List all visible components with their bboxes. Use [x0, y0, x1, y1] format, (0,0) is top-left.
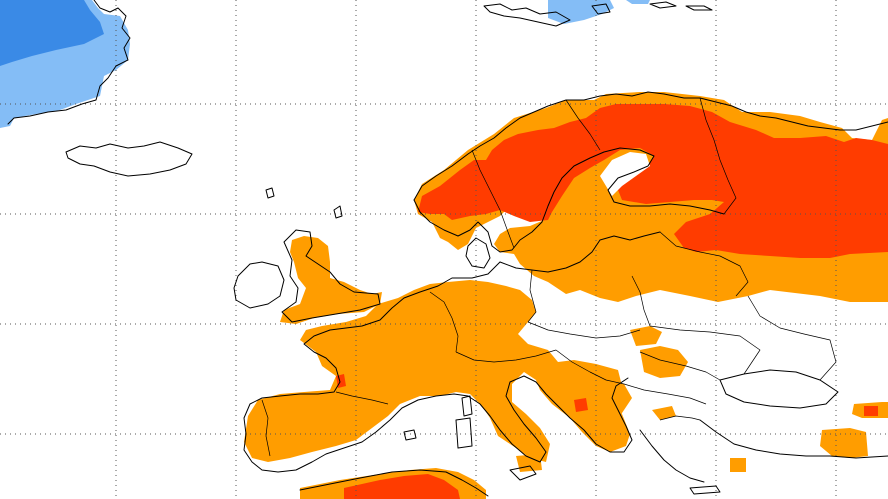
coast-ireland	[233, 261, 285, 309]
border-france-spain	[335, 391, 389, 405]
border-norway-sweden	[471, 149, 515, 249]
border-ukraine-south	[649, 325, 761, 375]
coast-scandinavia-south	[413, 147, 725, 253]
border-france-germany	[429, 291, 459, 353]
region-above-normal-britain	[280, 236, 382, 324]
border-balkans	[555, 349, 707, 405]
coast-baltic	[499, 231, 661, 273]
region-above-normal-balkans	[596, 378, 632, 416]
coast-crete	[689, 485, 721, 495]
coast-britain	[281, 229, 381, 323]
coast-iceland	[65, 141, 193, 177]
region-above-normal-central	[244, 280, 630, 462]
coast-north-africa	[299, 469, 489, 497]
region-above-normal-carpathian-patch	[630, 326, 662, 346]
border-poland-east	[631, 275, 651, 327]
coast-continent-west	[243, 261, 633, 473]
border-sweden-finland	[565, 99, 601, 151]
coast-svalbard	[483, 1, 713, 27]
country-borders	[261, 97, 837, 457]
border-germany-poland	[527, 269, 537, 323]
coast-corsica	[461, 395, 473, 417]
region-above-normal-ukraine-patch	[640, 346, 688, 378]
region-well-below-normal-greenland	[0, 0, 104, 66]
region-well-above-normal-anatolia-east	[864, 406, 878, 416]
coast-balearic	[403, 429, 417, 441]
coast-sardinia	[455, 417, 473, 449]
region-above-normal-greece-patch	[652, 406, 676, 420]
border-alps	[455, 349, 557, 363]
coast-turkey	[699, 419, 888, 459]
coast-black-sea	[719, 369, 839, 409]
coast-greenland	[7, 0, 131, 125]
region-below-normal-franz-josef	[626, 0, 650, 4]
coast-scandinavia-north	[413, 91, 888, 201]
region-well-above-normal-adriatic	[574, 398, 588, 412]
region-well-above-normal-north	[418, 104, 888, 258]
border-spain-portugal	[261, 399, 271, 457]
coast-aegean	[639, 429, 705, 483]
region-below-normal-svalbard	[548, 0, 614, 24]
border-ukraine-russia	[747, 295, 837, 381]
region-above-normal-anatolia	[820, 428, 868, 458]
coast-sicily	[509, 465, 537, 481]
region-well-above-normal-nafrica	[344, 474, 460, 499]
border-baltic-states	[659, 231, 749, 297]
border-central-east	[527, 321, 641, 339]
border-finland-russia	[699, 97, 737, 215]
border-romania	[639, 351, 721, 381]
coast-faroe	[265, 187, 275, 199]
coast-shetland	[333, 205, 343, 219]
region-above-normal-aegean-patch	[730, 458, 746, 472]
border-greece-turkey	[659, 415, 701, 421]
region-above-normal-italy-south	[516, 454, 542, 472]
coast-denmark	[465, 237, 491, 269]
coastlines	[7, 0, 888, 497]
